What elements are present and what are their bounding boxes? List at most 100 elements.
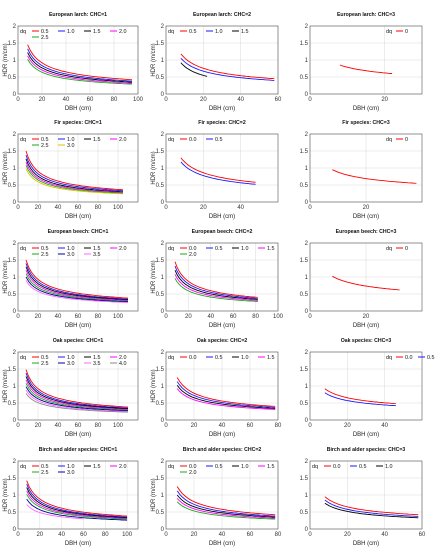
plot-frame [309,133,423,203]
x-tick-label: 100 [273,314,284,320]
y-tick-label: 0 [161,418,165,424]
y-axis-label: HDR (m/cm) [151,478,157,511]
chart-panel-4: Fir species: CHC=100.511.520 20 40 60 80 100D… [3,120,139,220]
legend-label: 2.0 [119,464,127,470]
plot-frame [17,25,139,95]
y-axis-label: HDR (m/cm) [151,43,157,76]
series-line [27,55,133,84]
series-line [324,496,419,516]
y-axis-label: HDR (m/cm) [3,151,9,184]
y-tick-label: 2 [305,241,309,247]
legend-label: 0 [405,246,408,252]
legend-label: 1.5 [267,464,275,470]
series-line [174,270,258,300]
legend-label: 0.0 [189,137,197,143]
x-tick-label: 20 [36,532,43,538]
y-tick-label: 1 [305,384,309,390]
chart-title: Fir species: CHC=1 [54,120,102,126]
y-tick-label: 0.5 [8,183,17,189]
series-line [25,273,129,302]
x-tick-label: 60 [247,532,254,538]
plot-frame [17,351,139,421]
series-line [26,487,128,519]
y-tick-label: 2 [13,459,17,465]
series-line [176,381,276,408]
y-tick-label: 1 [13,493,17,499]
x-tick-label: 20 [363,205,370,211]
chart-title: Birch and alder species: CHC=2 [183,447,262,453]
legend-label: 0 [405,137,408,143]
chart-panel-10: Oak species: CHC=100.511.520 20 40 60 80 100D… [3,338,139,438]
legend-title: dq [20,246,26,252]
legend-label: 2.5 [41,470,49,476]
x-tick-label: 40 [219,532,226,538]
legend-title: dq [386,246,392,252]
x-tick-label: 0 [16,314,20,320]
x-tick-label: 100 [113,314,124,320]
legend-title: dq [20,137,26,143]
x-tick-label: 20 [191,532,198,538]
y-tick-label: 0.5 [8,510,17,516]
legend-label: 1.0 [385,464,393,470]
plot-frame [17,133,139,203]
y-tick-label: 2 [161,24,165,30]
series-line [25,259,129,299]
x-axis-label: DBH (cm) [353,541,379,547]
x-tick-label: 80 [275,532,282,538]
x-tick-label: 60 [75,314,82,320]
x-tick-label: 60 [87,97,94,103]
x-tick-label: 0 [164,97,168,103]
series-line [180,62,208,77]
legend-label: 1.5 [267,355,275,361]
series-line [324,502,419,519]
y-tick-label: 1.5 [8,367,17,373]
y-tick-label: 0 [305,527,309,533]
series-line [25,150,124,191]
legend-label: 0.5 [359,464,367,470]
series-line [174,261,258,298]
series-line [25,263,129,300]
y-axis-label: HDR (m/cm) [151,260,157,293]
legend-title: dq [168,246,174,252]
y-tick-label: 2 [161,241,165,247]
y-tick-label: 1 [161,166,165,172]
legend-title: dq [312,464,318,470]
legend-label: 1.0 [67,137,75,143]
x-tick-label: 20 [35,423,42,429]
y-tick-label: 0 [13,527,17,533]
legend-label: 2.0 [119,355,127,361]
x-tick-label: 100 [113,423,124,429]
x-tick-label: 100 [113,205,124,211]
series-line [174,265,258,299]
y-axis-label: HDR (m/cm) [151,151,157,184]
legend-label: 1.5 [93,29,101,35]
chart-title: Oak species: CHC=1 [53,338,104,344]
legend-label: 0.5 [41,29,49,35]
series-line [27,48,133,82]
legend-label: 0.5 [215,246,223,252]
series-line [26,480,128,517]
x-tick-label: 20 [39,97,46,103]
x-tick-label: 0 [308,423,312,429]
plot-frame [309,25,423,95]
chart-panel-11: Oak species: CHC=200.511.520 20 40 60 80DBH … [151,338,282,438]
y-tick-label: 1 [305,275,309,281]
x-tick-label: 20 [35,205,42,211]
legend-label: 1.0 [67,29,75,35]
series-line [176,388,276,410]
legend-title: dq [20,464,26,470]
x-tick-label: 60 [75,205,82,211]
x-tick-label: 20 [200,205,207,211]
x-tick-label: 100 [133,97,144,103]
x-tick-label: 0 [164,314,168,320]
y-tick-label: 0 [305,309,309,315]
plot-frame [309,460,423,530]
x-tick-label: 80 [95,314,102,320]
plot-frame [17,460,139,530]
legend-label: 3.0 [67,361,75,367]
y-tick-label: 0.5 [8,292,17,298]
y-tick-label: 2 [305,459,309,465]
x-tick-label: 0 [16,205,20,211]
series-line [324,392,396,407]
